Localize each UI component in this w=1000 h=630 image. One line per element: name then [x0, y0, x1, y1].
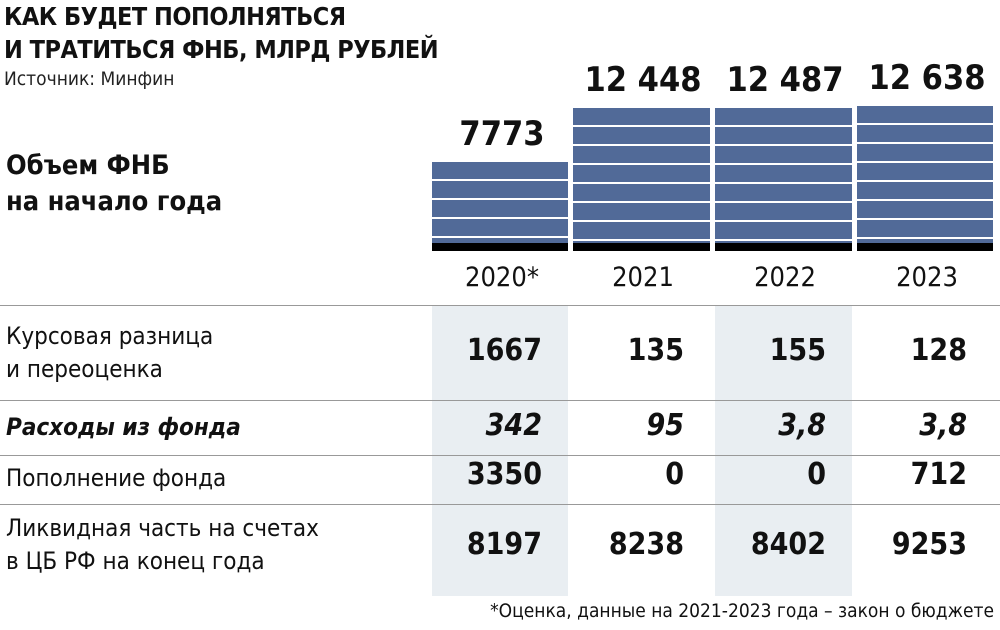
chart-title: КАК БУДЕТ ПОПОЛНЯТЬСЯ И ТРАТИТЬСЯ ФНБ, М…: [4, 0, 439, 66]
row-label-liquid: Ликвидная часть на счетах в ЦБ РФ на кон…: [6, 512, 319, 578]
table-cell: 155: [769, 333, 826, 368]
bar-3: [857, 105, 993, 251]
year-label: 2021: [612, 262, 674, 293]
volume-label-line-2: на начало года: [6, 186, 223, 217]
row-label-line: и переоценка: [6, 355, 163, 383]
year-label: 2023: [896, 262, 958, 293]
table-cell: 8402: [750, 527, 826, 562]
volume-label: Объем ФНБ на начало года: [6, 148, 222, 220]
bar-value-label: 12 638: [868, 57, 986, 98]
table-cell: 95: [646, 408, 684, 443]
bar-value-label: 7773: [459, 113, 545, 154]
footnote: *Оценка, данные на 2021-2023 года – зако…: [490, 600, 994, 622]
bar-base: [857, 243, 993, 251]
column-shade-2022: [715, 306, 852, 596]
row-label-line: Ликвидная часть на счетах: [6, 514, 319, 542]
divider: [0, 305, 1000, 306]
bar-base: [715, 243, 852, 251]
table-cell: 3350: [466, 457, 542, 492]
table-cell: 712: [910, 457, 967, 492]
column-shade-2020: [432, 306, 568, 596]
title-line-2: И ТРАТИТЬСЯ ФНБ, МЛРД РУБЛЕЙ: [4, 35, 439, 64]
table-cell: 0: [807, 457, 826, 492]
bar-base: [432, 243, 568, 251]
year-label: 2022: [754, 262, 816, 293]
table-cell: 3,8: [778, 408, 826, 443]
table-cell: 128: [910, 333, 967, 368]
divider: [0, 455, 1000, 456]
table-cell: 8197: [466, 527, 542, 562]
bar-value-label: 12 487: [726, 59, 844, 100]
divider: [0, 400, 1000, 401]
bar-0: [432, 161, 568, 251]
table-cell: 8238: [608, 527, 684, 562]
row-label-replenishment: Пополнение фонда: [6, 464, 227, 492]
table-cell: 342: [485, 408, 542, 443]
table-cell: 3,8: [919, 408, 967, 443]
divider: [0, 504, 1000, 505]
source: Источник: Минфин: [4, 68, 175, 90]
row-label-line: в ЦБ РФ на конец года: [6, 547, 265, 575]
bar-value-label: 12 448: [584, 60, 702, 101]
bar-1: [573, 108, 710, 251]
table-cell: 1667: [466, 333, 542, 368]
row-label-spending: Расходы из фонда: [6, 413, 241, 441]
row-label-exchange: Курсовая разница и переоценка: [6, 320, 213, 386]
table-cell: 9253: [891, 527, 967, 562]
volume-label-line-1: Объем ФНБ: [6, 150, 170, 181]
year-label: 2020*: [465, 262, 539, 293]
title-line-1: КАК БУДЕТ ПОПОЛНЯТЬСЯ: [4, 2, 346, 31]
row-label-line: Курсовая разница: [6, 322, 214, 350]
table-cell: 135: [627, 333, 684, 368]
bar-base: [573, 243, 710, 251]
table-cell: 0: [665, 457, 684, 492]
bar-2: [715, 107, 852, 251]
